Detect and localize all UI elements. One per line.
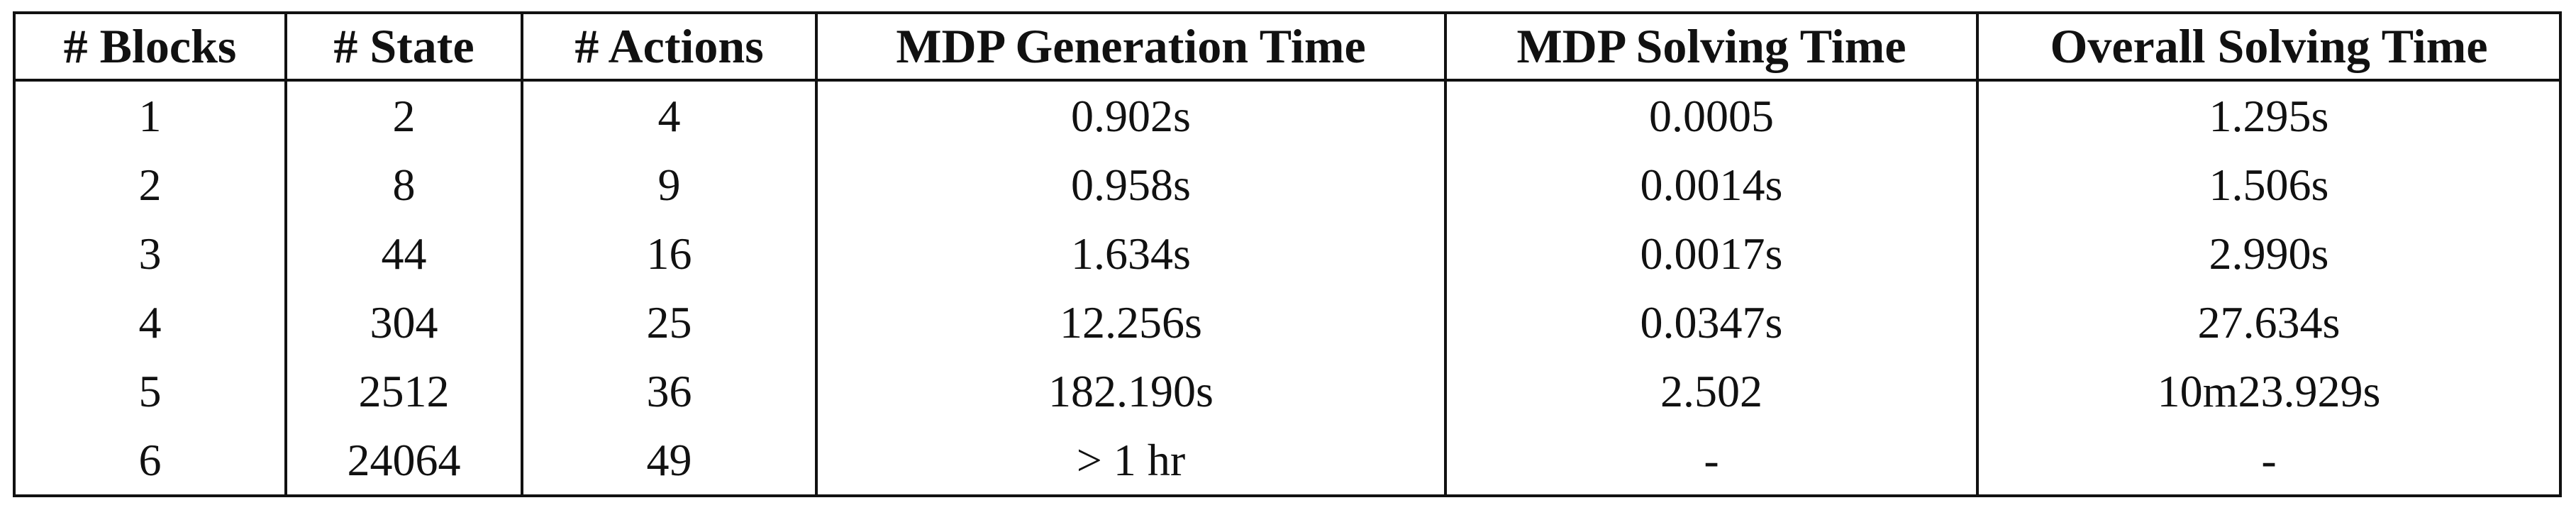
table-body: 1 2 4 0.902s 0.0005 1.295s 2 8 9 0.958s 0.0014s 1.5… [13,80,2562,496]
table-row: 4 304 25 12.256s 0.0347s 27.634s [13,288,2562,357]
table-cell: 2.502 [1444,357,1979,426]
table-cell: 9 [521,150,818,219]
table-row: 1 2 4 0.902s 0.0005 1.295s [13,80,2562,150]
table-cell: 304 [284,288,523,357]
table-cell: 16 [521,219,818,288]
table-cell: 0.0017s [1444,219,1979,288]
header-cell: # State [284,13,523,82]
table-cell: 0.0014s [1444,150,1979,219]
table-cell: 1.506s [1976,150,2562,219]
table-cell: 2512 [284,357,523,426]
table-row: 6 24064 49 > 1 hr - - [13,426,2562,496]
table-cell: - [1976,426,2562,496]
header-cell: MDP Solving Time [1444,13,1979,82]
table-cell: 0.0005 [1444,80,1979,150]
table-cell: > 1 hr [815,426,1447,496]
header-cell: MDP Generation Time [815,13,1447,82]
table-cell: 4 [521,80,818,150]
table-cell: 1 [13,80,287,150]
table-header: # Blocks # State # Actions MDP Generation T… [13,13,2562,82]
table-cell: 0.902s [815,80,1447,150]
table-cell: 6 [13,426,287,496]
results-table: # Blocks # State # Actions MDP Generation T… [13,11,2562,497]
table-cell: 0.958s [815,150,1447,219]
table-row: 2 8 9 0.958s 0.0014s 1.506s [13,150,2562,219]
table-cell: 12.256s [815,288,1447,357]
table-cell: 3 [13,219,287,288]
table-cell: 0.0347s [1444,288,1979,357]
header-cell: # Blocks [13,13,287,82]
table-cell: 10m23.929s [1976,357,2562,426]
header-row: # Blocks # State # Actions MDP Generation T… [13,13,2562,82]
table-cell: 1.634s [815,219,1447,288]
table-cell: 4 [13,288,287,357]
table-cell: 2 [13,150,287,219]
table-cell: 36 [521,357,818,426]
table-cell: 2 [284,80,523,150]
table-cell: 2.990s [1976,219,2562,288]
header-cell: Overall Solving Time [1976,13,2562,82]
table-cell: 27.634s [1976,288,2562,357]
table-cell: 8 [284,150,523,219]
header-cell: # Actions [521,13,818,82]
table-row: 3 44 16 1.634s 0.0017s 2.990s [13,219,2562,288]
table-cell: 44 [284,219,523,288]
table-cell: 1.295s [1976,80,2562,150]
table-row: 5 2512 36 182.190s 2.502 10m23.929s [13,357,2562,426]
table-cell: - [1444,426,1979,496]
table-cell: 25 [521,288,818,357]
table-cell: 5 [13,357,287,426]
table-cell: 49 [521,426,818,496]
table-cell: 24064 [284,426,523,496]
table-cell: 182.190s [815,357,1447,426]
